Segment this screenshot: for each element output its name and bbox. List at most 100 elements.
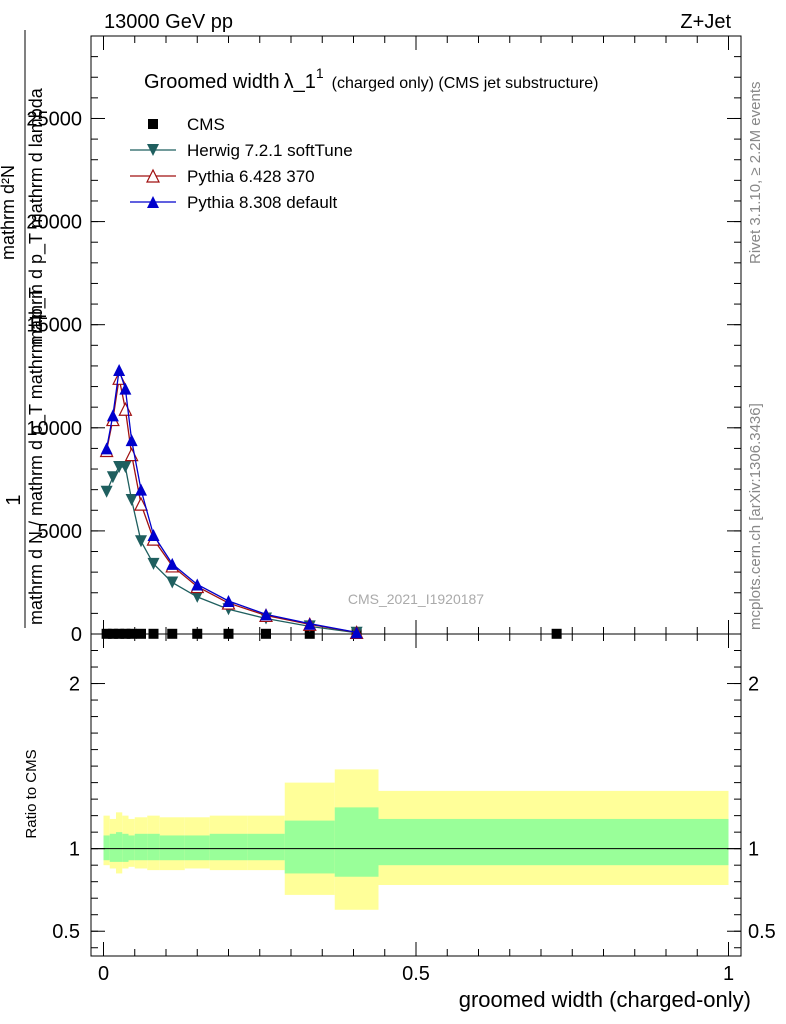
data-point — [125, 493, 138, 506]
data-point — [119, 460, 132, 473]
data-point — [304, 628, 315, 639]
data-point — [192, 628, 203, 639]
ratio-tick-label-left: 0.5 — [52, 921, 80, 943]
series-line — [105, 369, 357, 633]
data-point — [166, 557, 179, 570]
ratio-band-inner — [147, 833, 160, 861]
data-point — [147, 529, 160, 542]
data-point — [303, 617, 316, 630]
ratio-band-inner — [209, 833, 248, 861]
data-point — [107, 628, 118, 639]
header-energy: 13000 GeV pp — [104, 11, 233, 33]
data-point — [100, 442, 113, 455]
main-y-axis-label: 1 mathrm d N / mathrm d p_T mathrm d p_T… — [0, 30, 47, 628]
x-tick-label: 0.5 — [402, 963, 430, 985]
data-point — [124, 447, 139, 462]
y-tick-label: 25000 — [26, 108, 82, 130]
series-3 — [100, 364, 363, 639]
ratio-band-inner — [103, 835, 110, 861]
data-point — [120, 628, 131, 639]
data-point — [135, 535, 147, 548]
legend-marker — [148, 119, 158, 129]
data-point — [167, 628, 178, 639]
data-point — [106, 409, 119, 422]
data-point — [223, 628, 234, 639]
data-point — [114, 628, 125, 639]
ratio-y-axis-label: Ratio to CMS — [23, 749, 40, 838]
legend-marker — [146, 168, 160, 183]
rivet-label: Rivet 3.1.10, ≥ 2.2M events — [747, 82, 764, 265]
y-tick-label: 10000 — [26, 418, 82, 440]
ratio-band-inner — [334, 807, 379, 877]
data-point — [222, 595, 235, 608]
ylabel-part-2: mathrm d N / mathrm d p_T mathrm d p_T — [26, 287, 47, 625]
data-point — [125, 434, 138, 447]
ratio-band-inner — [184, 835, 210, 861]
data-point — [100, 485, 113, 498]
data-point — [166, 576, 179, 589]
x-tick-label: 0 — [98, 963, 109, 985]
data-point — [106, 471, 119, 484]
legend-label: Pythia 8.308 default — [187, 193, 338, 212]
ratio-tick-label-right: 2 — [748, 674, 759, 696]
ratio-band-inner — [116, 832, 123, 862]
ratio-band-inner — [128, 835, 135, 861]
ratio-uncertainty-bands — [103, 769, 729, 910]
analysis-watermark: CMS_2021_I1920187 — [348, 591, 484, 607]
data-point — [119, 382, 132, 395]
y-tick-label: 15000 — [26, 315, 82, 337]
ratio-tick-label-right: 1 — [748, 839, 759, 861]
legend-entry: Pythia 8.308 default — [130, 193, 338, 212]
legend-marker — [147, 196, 159, 208]
legend-label: CMS — [187, 115, 225, 134]
legend-label: Herwig 7.2.1 softTune — [187, 141, 353, 160]
header-process: Z+Jet — [680, 11, 731, 33]
data-point — [261, 628, 271, 639]
ratio-tick-label-left: 1 — [69, 839, 80, 861]
ratio-band-inner — [134, 833, 148, 861]
data-point — [135, 483, 147, 496]
legend-entry: Herwig 7.2.1 softTune — [130, 141, 353, 160]
data-point — [147, 557, 160, 570]
ylabel-part-4: mathrm d p_T mathrm d lambda — [26, 87, 47, 345]
legend-label: Pythia 6.428 370 — [187, 167, 315, 186]
ylabel-part-3: mathrm d²N — [0, 165, 18, 260]
data-point — [136, 628, 146, 639]
ratio-band-inner — [247, 833, 285, 861]
ratio-band-inner — [109, 833, 116, 862]
ratio-tick-label-right: 0.5 — [748, 921, 776, 943]
y-tick-label: 20000 — [26, 212, 82, 234]
data-point — [126, 628, 137, 639]
series-2 — [99, 370, 364, 640]
legend: CMS Herwig 7.2.1 softTune Pythia 6.428 370… — [130, 115, 353, 212]
legend-entry: CMS — [148, 115, 225, 134]
data-point — [551, 628, 562, 639]
data-point — [134, 496, 148, 511]
data-point — [191, 578, 204, 591]
mcplots-label: mcplots.cern.ch [arXiv:1306.3436] — [747, 403, 764, 630]
ratio-band-inner — [378, 818, 729, 866]
ratio-band-inner — [284, 820, 335, 874]
ylabel-part-1: 1 — [3, 494, 25, 505]
legend-entry: Pythia 6.428 370 — [130, 167, 315, 186]
data-point — [191, 590, 204, 603]
axis-ticks: 0 0.5 1 0 5000 10000 15000 20000 25000 0.5 0.5 1 1 2 2 — [26, 35, 776, 985]
legend-marker — [147, 144, 159, 156]
data-point — [101, 628, 112, 639]
x-tick-label: 1 — [723, 963, 734, 985]
x-axis-label: groomed width (charged-only) — [459, 987, 751, 1012]
data-point — [260, 608, 272, 621]
data-point — [350, 626, 363, 639]
ratio-band-inner — [159, 835, 185, 861]
plot-title: Groomed width λ_11(charged only) (CMS jet… — [144, 65, 598, 93]
ratio-tick-label-left: 2 — [69, 674, 80, 696]
y-tick-label: 0 — [71, 624, 82, 646]
series-0 — [101, 628, 562, 639]
data-point — [113, 364, 126, 377]
data-series — [99, 364, 562, 640]
y-tick-label: 5000 — [38, 521, 83, 543]
data-point — [118, 401, 133, 416]
data-point — [148, 628, 159, 639]
ratio-band-inner — [122, 833, 129, 862]
